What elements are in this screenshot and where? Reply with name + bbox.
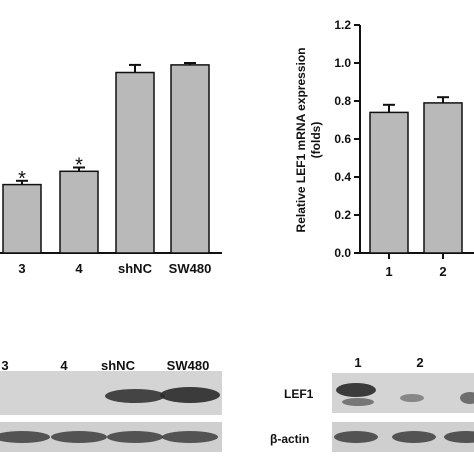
actin-band	[162, 431, 218, 443]
lef1-band-lane1-lower	[342, 398, 374, 406]
left-blot-lane-label: 4	[60, 358, 68, 373]
lef1-band-lane2	[400, 394, 424, 402]
left-x-tick-label: 3	[18, 261, 25, 276]
right-y-tick-label: 0.2	[334, 208, 351, 222]
right-y-axis-label-line1: Relative LEF1 mRNA expression	[294, 48, 308, 233]
lef1-band-sw480	[160, 387, 220, 403]
left-western-blot: 3 4 shNC SW480	[0, 358, 222, 452]
blot-row-label-beta-actin: β-actin	[270, 432, 309, 446]
right-y-axis-label-line2: (folds)	[309, 122, 323, 159]
lef1-band-lane3-partial	[460, 392, 474, 404]
left-blot-lane-label: 3	[1, 358, 8, 373]
right-bar	[423, 102, 463, 254]
left-blot-lane-label: SW480	[167, 358, 210, 373]
right-x-tick-label: 2	[439, 264, 446, 279]
left-bar	[170, 64, 210, 254]
lef1-band-shnc	[105, 389, 165, 403]
left-bar	[2, 183, 42, 254]
right-y-tick-label: 0.4	[334, 170, 351, 184]
left-bar	[115, 71, 155, 254]
left-x-tick-label: shNC	[118, 261, 153, 276]
significance-star: *	[75, 155, 83, 177]
lef1-band-lane1	[336, 383, 376, 397]
right-x-tick-label: 1	[385, 264, 392, 279]
right-blot-lane-label: 1	[354, 355, 361, 370]
actin-band	[107, 431, 163, 443]
right-y-tick-label: 0.6	[334, 132, 351, 146]
right-y-tick-label: 0.8	[334, 94, 351, 108]
right-western-blot: LEF1 β-actin 1 2	[270, 355, 474, 452]
right-bar-chart: 0.0 0.2 0.4 0.6 0.8 1.0 1.2 1 2 Relative LEF1 m…	[294, 18, 474, 279]
right-y-tick-label: 1.2	[334, 18, 351, 32]
actin-band	[444, 431, 474, 443]
right-y-tick-label: 0.0	[334, 246, 351, 260]
right-blot-lane-label: 2	[416, 355, 423, 370]
right-y-tick-label: 1.0	[334, 56, 351, 70]
significance-star: *	[18, 168, 26, 190]
blot-row-label-lef1: LEF1	[284, 387, 314, 401]
actin-band	[392, 431, 436, 443]
actin-band	[0, 431, 50, 443]
left-x-tick-label: 4	[75, 261, 83, 276]
actin-band	[51, 431, 107, 443]
left-blot-lane-label: shNC	[101, 358, 136, 373]
left-bar-chart: * 3 * 4 shNC SW480	[0, 62, 222, 276]
right-bar	[369, 111, 409, 254]
left-bar	[59, 170, 99, 254]
actin-band	[334, 431, 378, 443]
left-x-tick-label: SW480	[169, 261, 212, 276]
